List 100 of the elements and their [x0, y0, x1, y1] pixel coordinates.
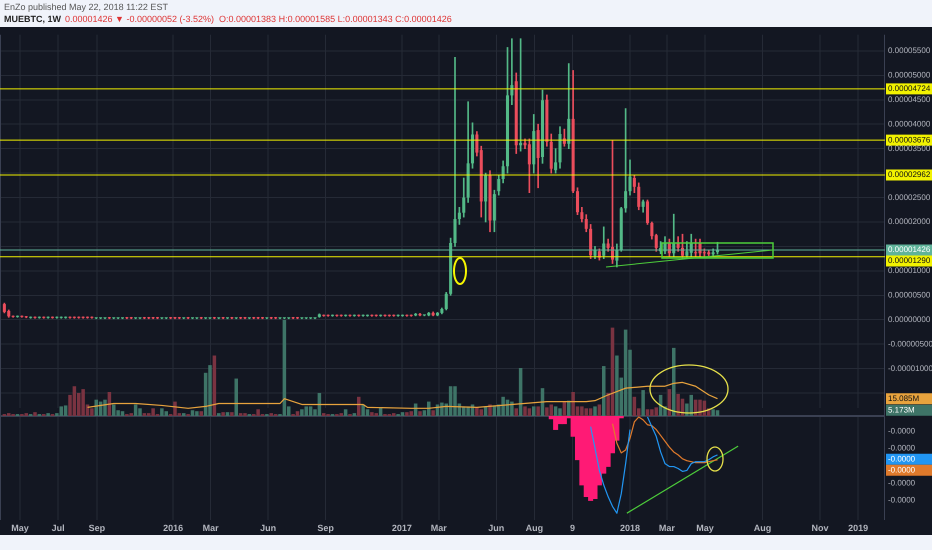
x-tick-label: May	[11, 522, 29, 533]
x-tick-label: Jul	[52, 522, 65, 533]
bar	[650, 409, 654, 416]
bar	[300, 409, 304, 416]
bar	[108, 392, 112, 416]
y-tick-label: 0.00000500	[888, 290, 931, 300]
bar	[453, 386, 457, 416]
x-tick-label: 2019	[848, 522, 868, 533]
bar	[46, 413, 50, 416]
ref-line-label: 0.00001290	[888, 256, 931, 266]
ref-line-label: 0.00004724	[888, 84, 931, 94]
bar	[702, 400, 706, 416]
y-tick-label: 0.00004000	[888, 119, 931, 128]
bar	[318, 392, 322, 416]
bar	[698, 400, 702, 416]
x-tick-label: Mar	[202, 522, 220, 533]
ref-line-label: 0.00003676	[888, 135, 931, 144]
bar	[580, 406, 584, 416]
y-tick-label: 0.00000000	[888, 314, 931, 324]
bar	[190, 410, 194, 416]
bar	[492, 405, 496, 416]
bar	[431, 410, 435, 416]
bar	[226, 412, 230, 416]
bar	[243, 413, 247, 416]
bar	[716, 410, 720, 416]
bar	[282, 320, 286, 416]
bar	[484, 406, 488, 416]
bar	[72, 386, 76, 416]
x-tick-label: Jun	[488, 522, 504, 533]
y-tick-label: 0.00001000	[888, 266, 931, 276]
candlestick	[453, 56, 457, 247]
x-tick-label: May	[696, 522, 714, 533]
text: -0.0000	[888, 443, 916, 452]
bar	[514, 408, 518, 416]
bar	[138, 408, 142, 416]
text: -0.0000	[888, 465, 916, 474]
x-tick-label: 9	[570, 522, 576, 533]
bar	[230, 412, 234, 416]
chart-title: MUEBTC, 1W	[4, 14, 61, 24]
bar	[400, 412, 404, 416]
bar	[641, 390, 645, 416]
text: 5.173M	[888, 405, 916, 414]
bar	[103, 400, 107, 416]
bar	[90, 408, 94, 416]
bar	[475, 407, 479, 416]
bar	[510, 402, 514, 416]
x-tick-label: Mar	[430, 522, 448, 533]
bar	[296, 411, 300, 416]
bar	[33, 412, 37, 416]
bar	[352, 413, 356, 416]
bar	[593, 406, 597, 416]
x-tick-label: Sep	[88, 522, 106, 533]
y-tick-label: 0.00002000	[888, 217, 931, 226]
bar	[668, 389, 672, 416]
x-tick-label: Aug	[754, 522, 772, 533]
bar	[545, 407, 549, 416]
bar	[540, 388, 544, 416]
bar	[598, 404, 602, 416]
bar	[646, 409, 650, 416]
y-tick-label: 0.00002500	[888, 192, 931, 202]
bar	[672, 348, 676, 416]
bar	[64, 405, 68, 416]
bar	[518, 368, 522, 416]
text: -0.0000	[888, 495, 916, 504]
x-tick-label: Aug	[526, 522, 544, 533]
bar	[506, 400, 510, 416]
bar	[208, 365, 212, 416]
x-tick-label: Jun	[260, 522, 276, 533]
text: 0.00001426 ▼ -0.00000052 (-3.52%)	[65, 14, 214, 24]
text: -0.0000	[888, 426, 916, 436]
bar	[370, 412, 374, 416]
bar	[528, 408, 532, 416]
bar	[173, 402, 177, 416]
bar	[344, 409, 348, 416]
bar	[418, 411, 422, 416]
x-tick-label: Sep	[317, 522, 334, 533]
bar	[588, 408, 592, 416]
x-tick-label: Nov	[811, 522, 829, 533]
bar	[221, 412, 225, 416]
y-tick-label: 0.00003500	[888, 144, 931, 153]
ref-line-label: 0.00001426	[888, 245, 931, 254]
chart-subtitle: EnZo published May 22, 2018 11:22 EST	[4, 1, 169, 13]
bar	[405, 412, 409, 416]
text: O:0.00001383 H:0.00001585 L:0.00001343 C:0.00001426	[219, 14, 452, 24]
bar	[160, 408, 164, 416]
bar	[217, 413, 220, 416]
bar	[200, 411, 203, 416]
y-tick-label: 0.00005000	[888, 70, 931, 80]
x-tick-label: 2016	[163, 522, 184, 533]
x-tick-label: Mar	[658, 522, 676, 533]
bar	[142, 413, 146, 416]
bar	[523, 406, 527, 416]
text: 15.085M	[888, 394, 920, 403]
x-tick-label: 2018	[620, 522, 640, 533]
bar	[532, 406, 536, 416]
x-tick-label: 2017	[392, 522, 412, 533]
y-tick-label: 0.00004500	[888, 95, 931, 104]
bar	[536, 406, 540, 416]
text: -0.0000	[888, 454, 916, 464]
bar	[378, 407, 382, 416]
